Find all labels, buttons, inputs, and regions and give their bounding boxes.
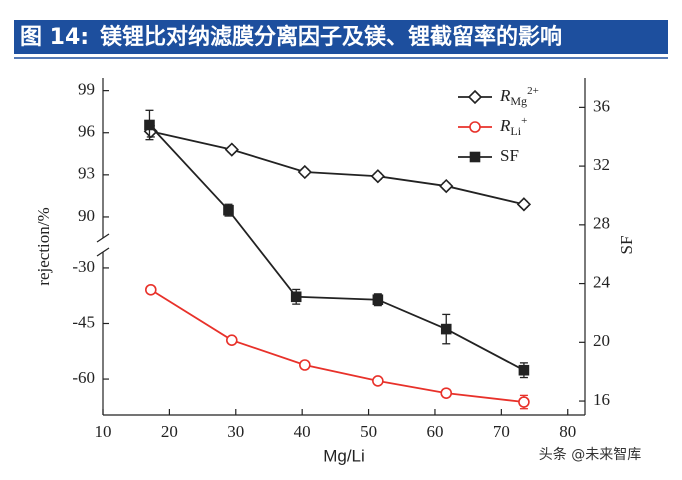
marker bbox=[372, 294, 384, 306]
legend-label: RLi+ bbox=[499, 115, 527, 138]
y-tick-label: -45 bbox=[72, 312, 95, 331]
legend-name_sup: 2+ bbox=[527, 85, 539, 97]
y-tick-label: 99 bbox=[78, 80, 95, 99]
x-tick-label: 80 bbox=[559, 422, 576, 441]
legend-name: R bbox=[499, 116, 511, 135]
x-tick-label: 40 bbox=[294, 422, 311, 441]
marker bbox=[439, 178, 454, 194]
marker bbox=[518, 364, 530, 376]
y-axis-label: rejection/% bbox=[34, 207, 53, 285]
y2-tick-label: 16 bbox=[593, 390, 610, 409]
y-tick-label: 93 bbox=[78, 164, 95, 183]
x-tick-label: 30 bbox=[227, 422, 244, 441]
legend-name: R bbox=[499, 86, 511, 105]
marker bbox=[370, 169, 385, 184]
marker bbox=[224, 142, 239, 157]
x-tick-label: 20 bbox=[161, 422, 178, 441]
marker bbox=[290, 291, 302, 303]
legend-name_sub: Mg bbox=[510, 94, 527, 108]
marker bbox=[144, 119, 155, 131]
marker bbox=[440, 323, 452, 335]
series-line bbox=[150, 130, 525, 206]
series-line bbox=[148, 124, 525, 372]
y2-tick-label: 36 bbox=[593, 96, 610, 115]
legend-marker bbox=[469, 121, 481, 133]
y-tick-label: 96 bbox=[78, 122, 95, 141]
x-tick-label: 60 bbox=[426, 422, 443, 441]
marker bbox=[223, 204, 234, 216]
header-label: 图 14: bbox=[20, 25, 89, 50]
legend-marker bbox=[467, 89, 483, 105]
marker bbox=[372, 375, 384, 387]
y-tick-label: 90 bbox=[78, 206, 95, 225]
legend-label: RMg2+ bbox=[499, 85, 539, 108]
legend-label: SF bbox=[500, 146, 519, 165]
y-tick-label: -30 bbox=[72, 257, 95, 276]
y2-tick-label: 32 bbox=[593, 155, 610, 174]
marker bbox=[297, 164, 312, 180]
header-bar bbox=[14, 20, 668, 54]
marker bbox=[225, 334, 238, 346]
watermark: 头条 @未来智库 bbox=[539, 446, 641, 463]
y2-tick-label: 28 bbox=[593, 214, 610, 233]
marker bbox=[518, 396, 530, 408]
y2-axis-label: SF bbox=[617, 236, 636, 255]
x-tick-label: 50 bbox=[360, 422, 377, 441]
axis-break bbox=[96, 247, 110, 257]
legend-name_sub: Li bbox=[510, 124, 521, 138]
series-line bbox=[150, 289, 525, 403]
axis-break bbox=[96, 233, 110, 243]
header-title: 镁锂比对纳滤膜分离因子及镁、锂截留率的影响 bbox=[100, 24, 562, 50]
marker bbox=[299, 359, 311, 371]
marker bbox=[440, 387, 453, 399]
x-axis-label: Mg/Li bbox=[323, 446, 365, 465]
legend-marker bbox=[469, 151, 481, 163]
legend-name: SF bbox=[500, 146, 519, 165]
marker bbox=[516, 197, 532, 212]
y-tick-label: -60 bbox=[72, 368, 95, 387]
marker bbox=[145, 283, 157, 296]
x-tick-label: 10 bbox=[95, 422, 112, 441]
legend-name_sup: + bbox=[521, 115, 527, 127]
x-tick-label: 70 bbox=[493, 422, 510, 441]
y2-tick-label: 20 bbox=[593, 331, 610, 350]
y2-tick-label: 24 bbox=[593, 272, 611, 291]
